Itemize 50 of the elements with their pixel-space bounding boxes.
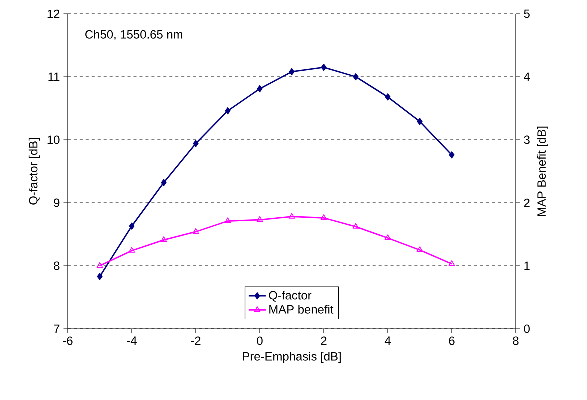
point <box>193 140 199 148</box>
point <box>448 260 456 266</box>
x-tick-label: 2 <box>321 336 327 346</box>
x-tick-label: 4 <box>384 336 391 345</box>
y2-tick-label: 1 <box>524 262 530 270</box>
y-tick-label: 10 <box>48 136 60 144</box>
y-axis-title: Q-factor [dB] <box>28 138 40 205</box>
x-tick-label: -6 <box>63 336 73 346</box>
x-tick-label: -4 <box>127 336 137 345</box>
y-tick-label: 12 <box>48 10 60 18</box>
point <box>289 68 295 76</box>
point <box>288 213 296 219</box>
point <box>192 228 200 234</box>
y2-tick-label: 2 <box>524 198 530 208</box>
point <box>353 73 359 81</box>
x-tick-label: 0 <box>257 336 263 346</box>
y-tick-label: 9 <box>54 198 60 208</box>
x-axis-title: Pre-Emphasis [dB] <box>243 352 341 364</box>
point <box>161 179 167 186</box>
point <box>320 214 328 220</box>
y2-tick-label: 5 <box>524 10 530 18</box>
legend-label: MAP benefit <box>270 305 334 314</box>
point <box>256 216 264 222</box>
x-tick-label: -2 <box>191 336 201 346</box>
point <box>257 85 263 93</box>
point <box>96 262 104 268</box>
y-tick-label: 8 <box>54 262 60 270</box>
point <box>384 234 392 240</box>
point <box>160 236 168 242</box>
point <box>129 222 135 230</box>
point <box>417 118 423 126</box>
x-tick-label: 8 <box>513 336 519 346</box>
point <box>321 64 327 72</box>
x-tick-label: 6 <box>449 336 455 346</box>
legend-label: Q-factor <box>269 290 312 302</box>
point <box>128 247 136 253</box>
point <box>97 273 103 280</box>
point <box>449 152 455 159</box>
point <box>416 246 424 252</box>
point <box>352 223 360 229</box>
point <box>385 94 391 101</box>
y2-tick-label: 3 <box>524 136 530 144</box>
annotation: Ch50, 1550.65 nm <box>86 30 183 40</box>
point <box>225 107 231 115</box>
y2-tick-label: 0 <box>524 324 530 334</box>
y2-axis-title: MAP Benefit [dB] <box>537 126 548 216</box>
point <box>224 218 232 224</box>
y2-tick-label: 4 <box>524 72 530 82</box>
y-tick-label: 11 <box>48 72 60 82</box>
y-tick-label: 7 <box>54 324 60 334</box>
